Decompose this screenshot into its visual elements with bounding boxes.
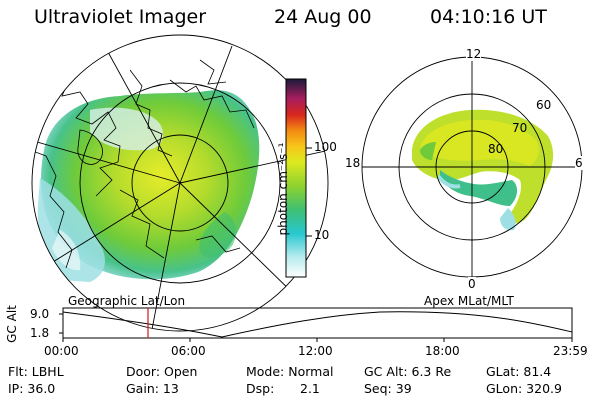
colorbar-label-100: 100 [314, 140, 337, 154]
dsp-value: 2.1 [300, 381, 320, 396]
colorbar-label-10: 10 [314, 228, 330, 242]
filter-status: Flt: LBHL [8, 364, 64, 379]
gain-status: Gain: 13 [126, 381, 179, 396]
xtick-label-0000: 00:00 [44, 344, 79, 358]
mlat-label-60: 60 [536, 98, 552, 112]
image-time: 04:10:16 UT [430, 6, 547, 28]
mlat-label-70: 70 [512, 121, 528, 135]
xtick-label-1800: 18:00 [425, 344, 460, 358]
sequence-status: Seq: 39 [364, 381, 412, 396]
geo-longitude-status: GLon: 320.9 [486, 381, 562, 396]
timeline-ylabel: GC Alt [4, 305, 19, 343]
ytick-label-9: 9.0 [30, 307, 50, 321]
image-date: 24 Aug 00 [274, 6, 372, 28]
mlt-label-0: 0 [468, 277, 476, 291]
dsp-label: Dsp: [246, 381, 275, 396]
ip-status: IP: 36.0 [8, 381, 56, 396]
geo-latitude-status: GLat: 81.4 [486, 364, 552, 379]
xtick-label-0600: 06:00 [171, 344, 206, 358]
geographic-coastlines [32, 59, 255, 269]
altitude-curve [62, 311, 573, 338]
mlat-label-80: 80 [488, 142, 504, 156]
mlt-label-18: 18 [345, 156, 361, 170]
left-map-caption: Geographic Lat/Lon [68, 294, 186, 308]
geographic-grid [31, 34, 329, 332]
door-status: Door: Open [126, 364, 198, 379]
mode-status: Mode: Normal [246, 364, 334, 379]
instrument-title: Ultraviolet Imager [34, 6, 207, 28]
colorbar-unit: photon cm⁻²s⁻¹ [276, 142, 290, 236]
gc-altitude-status: GC Alt: 6.3 Re [364, 364, 452, 379]
mlt-label-12: 12 [466, 47, 482, 61]
colorbar-scale [285, 78, 307, 278]
colorbar [285, 78, 312, 278]
xtick-label-1200: 12:00 [298, 344, 333, 358]
magnetic-grid [361, 56, 583, 278]
xtick-label-2359: 23:59 [553, 344, 588, 358]
timeline-plot [59, 307, 573, 342]
ytick-label-1.8: 1.8 [30, 326, 50, 340]
magnetic-map [412, 109, 554, 231]
mlt-label-6: 6 [575, 156, 583, 170]
right-map-caption: Apex MLat/MLT [424, 294, 514, 308]
